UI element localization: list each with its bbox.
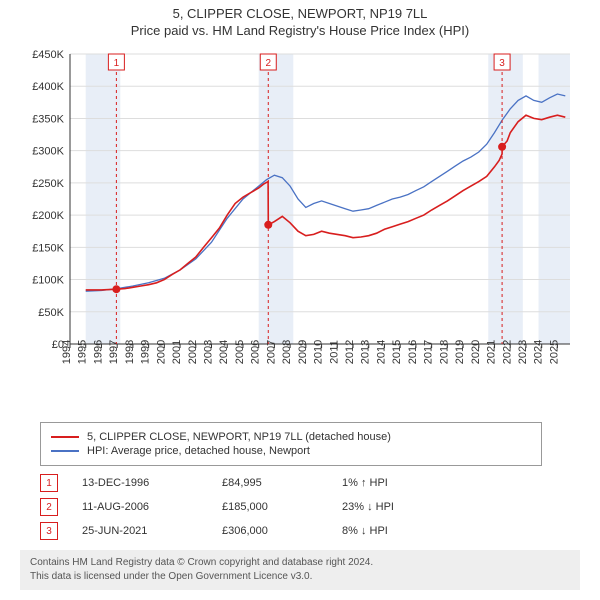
sale-price: £306,000 <box>222 525 342 537</box>
x-tick-label: 2023 <box>517 340 529 364</box>
sale-date: 25-JUN-2021 <box>82 525 222 537</box>
x-tick-label: 2020 <box>470 340 482 364</box>
title-block: 5, CLIPPER CLOSE, NEWPORT, NP19 7LL Pric… <box>0 0 600 40</box>
x-tick-label: 2012 <box>344 340 356 364</box>
x-tick-label: 2016 <box>407 340 419 364</box>
sale-marker-number: 1 <box>114 58 120 69</box>
x-tick-label: 2004 <box>218 340 230 364</box>
legend-label: 5, CLIPPER CLOSE, NEWPORT, NP19 7LL (det… <box>87 431 391 443</box>
sale-date: 13-DEC-1996 <box>82 477 222 489</box>
y-tick-label: £150K <box>32 242 64 254</box>
y-tick-label: £200K <box>32 210 64 222</box>
legend-box: 5, CLIPPER CLOSE, NEWPORT, NP19 7LL (det… <box>40 422 542 466</box>
sale-marker-dot <box>498 143 506 151</box>
y-tick-label: £400K <box>32 81 64 93</box>
y-tick-label: £50K <box>38 307 64 319</box>
shaded-band <box>488 54 523 344</box>
x-tick-label: 2009 <box>297 340 309 364</box>
sale-badge: 2 <box>40 498 58 516</box>
x-tick-label: 2022 <box>501 340 513 364</box>
sale-marker-dot <box>112 285 120 293</box>
sale-price: £185,000 <box>222 501 342 513</box>
sale-date: 11-AUG-2006 <box>82 501 222 513</box>
y-tick-label: £100K <box>32 275 64 287</box>
x-tick-label: 1994 <box>61 340 73 364</box>
legend-swatch <box>51 436 79 438</box>
legend-row: HPI: Average price, detached house, Newp… <box>51 445 531 457</box>
x-tick-label: 2001 <box>171 340 183 364</box>
chart-title-subtitle: Price paid vs. HM Land Registry's House … <box>0 23 600 38</box>
y-tick-label: £450K <box>32 49 64 61</box>
chart-svg: £0£50K£100K£150K£200K£250K£300K£350K£400… <box>20 44 580 414</box>
y-tick-label: £300K <box>32 146 64 158</box>
sale-marker-number: 3 <box>499 58 505 69</box>
x-tick-label: 2018 <box>438 340 450 364</box>
x-tick-label: 2005 <box>234 340 246 364</box>
sale-pct: 23% ↓ HPI <box>342 501 462 513</box>
sale-badge: 3 <box>40 522 58 540</box>
sale-pct: 8% ↓ HPI <box>342 525 462 537</box>
x-tick-label: 1998 <box>124 340 136 364</box>
x-tick-label: 2013 <box>360 340 372 364</box>
x-tick-label: 1999 <box>140 340 152 364</box>
sale-row: 2 11-AUG-2006£185,00023% ↓ HPI <box>40 498 580 516</box>
sale-marker-number: 2 <box>265 58 271 69</box>
sale-marker-dot <box>264 221 272 229</box>
chart-title-address: 5, CLIPPER CLOSE, NEWPORT, NP19 7LL <box>0 6 600 21</box>
x-tick-label: 2021 <box>486 340 498 364</box>
footer-line-1: Contains HM Land Registry data © Crown c… <box>30 556 570 570</box>
x-tick-label: 2025 <box>548 340 560 364</box>
x-tick-label: 2002 <box>187 340 199 364</box>
sale-row: 1 13-DEC-1996£84,9951% ↑ HPI <box>40 474 580 492</box>
x-tick-label: 2017 <box>423 340 435 364</box>
x-tick-label: 2024 <box>533 340 545 364</box>
x-tick-label: 2007 <box>265 340 277 364</box>
sale-pct: 1% ↑ HPI <box>342 477 462 489</box>
x-tick-label: 2014 <box>375 340 387 364</box>
x-tick-label: 2019 <box>454 340 466 364</box>
x-tick-label: 2000 <box>155 340 167 364</box>
shaded-band <box>259 54 294 344</box>
x-tick-label: 1996 <box>92 340 104 364</box>
y-tick-label: £350K <box>32 113 64 125</box>
x-tick-label: 2015 <box>391 340 403 364</box>
legend-label: HPI: Average price, detached house, Newp… <box>87 445 310 457</box>
x-tick-label: 2003 <box>203 340 215 364</box>
x-tick-label: 2006 <box>250 340 262 364</box>
x-tick-label: 1997 <box>108 340 120 364</box>
legend-swatch <box>51 450 79 452</box>
shaded-band <box>86 54 121 344</box>
sale-badge: 1 <box>40 474 58 492</box>
chart-container: { "titles": { "line1": "5, CLIPPER CLOSE… <box>0 0 600 590</box>
legend-row: 5, CLIPPER CLOSE, NEWPORT, NP19 7LL (det… <box>51 431 531 443</box>
footer-line-2: This data is licensed under the Open Gov… <box>30 570 570 584</box>
y-tick-label: £250K <box>32 178 64 190</box>
x-tick-label: 2010 <box>313 340 325 364</box>
x-tick-label: 1995 <box>77 340 89 364</box>
shaded-band <box>539 54 570 344</box>
chart-plot-area: £0£50K£100K£150K£200K£250K£300K£350K£400… <box>20 44 580 414</box>
sale-price: £84,995 <box>222 477 342 489</box>
attribution-footer: Contains HM Land Registry data © Crown c… <box>20 550 580 590</box>
sales-list: 1 13-DEC-1996£84,9951% ↑ HPI 2 11-AUG-2006£… <box>40 474 580 540</box>
x-tick-label: 2008 <box>281 340 293 364</box>
sale-row: 3 25-JUN-2021£306,0008% ↓ HPI <box>40 522 580 540</box>
